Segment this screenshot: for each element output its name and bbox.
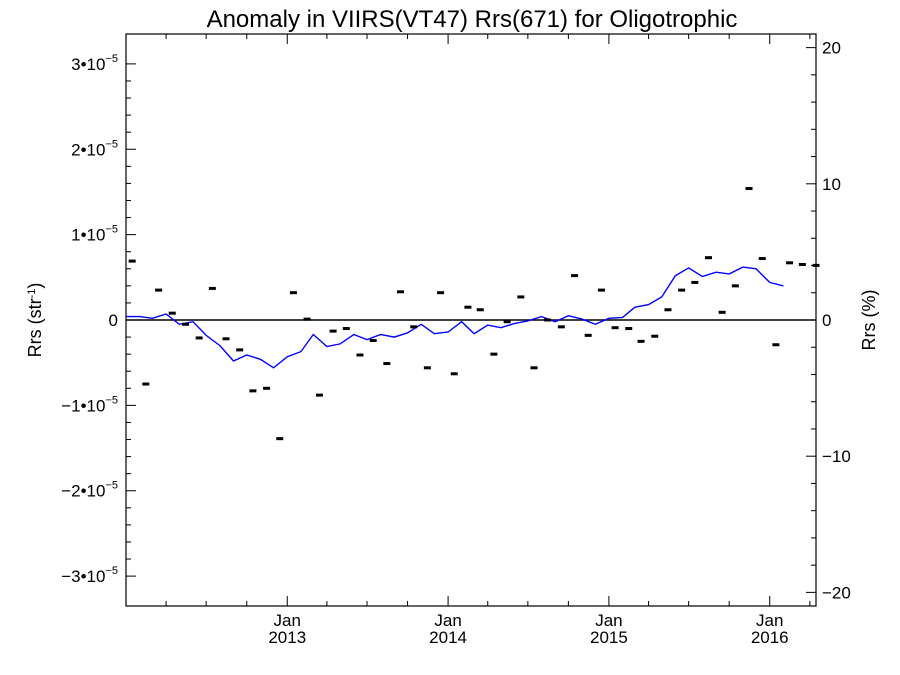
chart-title: Anomaly in VIIRS(VT47) Rrs(671) for Olig… (207, 6, 738, 33)
y-right-tick-label: 20 (822, 39, 841, 58)
y-right-tick-label: 10 (822, 175, 841, 194)
anomaly-marker (303, 317, 311, 321)
y-right-tick-label: −20 (822, 583, 851, 602)
anomaly-marker (155, 288, 163, 292)
anomaly-marker (758, 257, 766, 261)
anomaly-marker (464, 305, 472, 309)
y-axis-left-title: Rrs (str-1) (25, 283, 45, 358)
y-axis-left-title-close: ) (25, 283, 45, 289)
y-axis-left-title-text: Rrs (str (25, 298, 45, 357)
anomaly-marker (772, 343, 780, 347)
anomaly-marker (168, 311, 176, 315)
y-right-tick-label: 0 (822, 311, 831, 330)
anomaly-marker (369, 338, 377, 342)
anomaly-marker (691, 280, 699, 284)
anomaly-marker (664, 308, 672, 312)
x-tick-month-label: Jan (595, 611, 622, 630)
anomaly-marker (517, 295, 525, 299)
anomaly-marker (236, 348, 244, 352)
blue-running-mean-line (126, 266, 784, 369)
anomaly-marker (263, 386, 271, 390)
anomaly-marker (249, 389, 257, 393)
anomaly-marker (195, 336, 203, 340)
anomaly-marker (557, 325, 565, 329)
anomaly-marker (276, 437, 284, 441)
anomaly-marker (329, 329, 337, 333)
anomaly-marker (423, 366, 431, 370)
anomaly-marker (544, 318, 552, 322)
y-left-tick-label: −2•10−5 (61, 480, 118, 501)
y-left-tick-label: 0 (109, 311, 118, 330)
y-axis-left-title-superscript: -1 (26, 289, 38, 299)
tick-labels: 3•10−5 2•10−5 1•10−5 0 −1•10−5 −2•10−5 −3•10−5… (61, 39, 851, 647)
y-right-tick-label: −10 (822, 447, 851, 466)
anomaly-marker (597, 288, 605, 292)
x-tick-year-label: 2014 (429, 628, 467, 647)
anomaly-marker (530, 366, 538, 370)
x-tick-year-label: 2013 (268, 628, 306, 647)
y-left-tick-label: 3•10−5 (71, 53, 118, 74)
anomaly-marker (611, 326, 619, 330)
anomaly-marker (142, 382, 150, 386)
anomaly-marker (476, 308, 484, 312)
anomaly-marker (786, 261, 794, 265)
x-tick-month-label: Jan (756, 611, 783, 630)
x-tick-month-label: Jan (274, 611, 301, 630)
x-tick-month-label: Jan (434, 611, 461, 630)
y-axis-right-title: Rrs (%) (859, 290, 879, 351)
anomaly-marker (490, 352, 498, 356)
anomaly-marker (181, 322, 189, 326)
x-tick-year-label: 2016 (751, 628, 789, 647)
anomaly-marker (208, 286, 216, 290)
anomaly-marker (222, 337, 230, 341)
anomaly-marker (798, 263, 806, 267)
anomaly-marker (383, 362, 391, 366)
anomaly-marker (812, 263, 820, 267)
anomaly-marker (678, 288, 686, 292)
anomaly-marker (651, 334, 659, 338)
anomaly-marker (718, 310, 726, 314)
anomaly-marker (410, 325, 418, 329)
anomaly-marker (397, 290, 405, 294)
anomaly-marker (731, 284, 739, 288)
anomaly-marker (584, 333, 592, 337)
anomaly-marker (315, 393, 323, 397)
anomaly-marker (503, 320, 511, 324)
anomaly-marker (625, 327, 633, 331)
axis-ticks (126, 34, 816, 606)
anomaly-marker (289, 291, 297, 295)
anomaly-marker (128, 259, 136, 263)
anomaly-marker (571, 274, 579, 278)
y-left-tick-label: −1•10−5 (61, 394, 118, 415)
anomaly-marker (745, 187, 753, 191)
monthly-anomaly-markers (128, 187, 820, 441)
x-tick-year-label: 2015 (590, 628, 628, 647)
anomaly-marker (342, 327, 350, 331)
anomaly-marker (637, 339, 645, 343)
y-left-tick-label: 2•10−5 (71, 138, 118, 159)
anomaly-marker (437, 291, 445, 295)
anomaly-marker (704, 256, 712, 260)
y-left-tick-label: 1•10−5 (71, 224, 118, 245)
anomaly-marker (356, 353, 364, 357)
y-left-tick-label: −3•10−5 (61, 565, 118, 586)
anomaly-marker (450, 372, 458, 376)
